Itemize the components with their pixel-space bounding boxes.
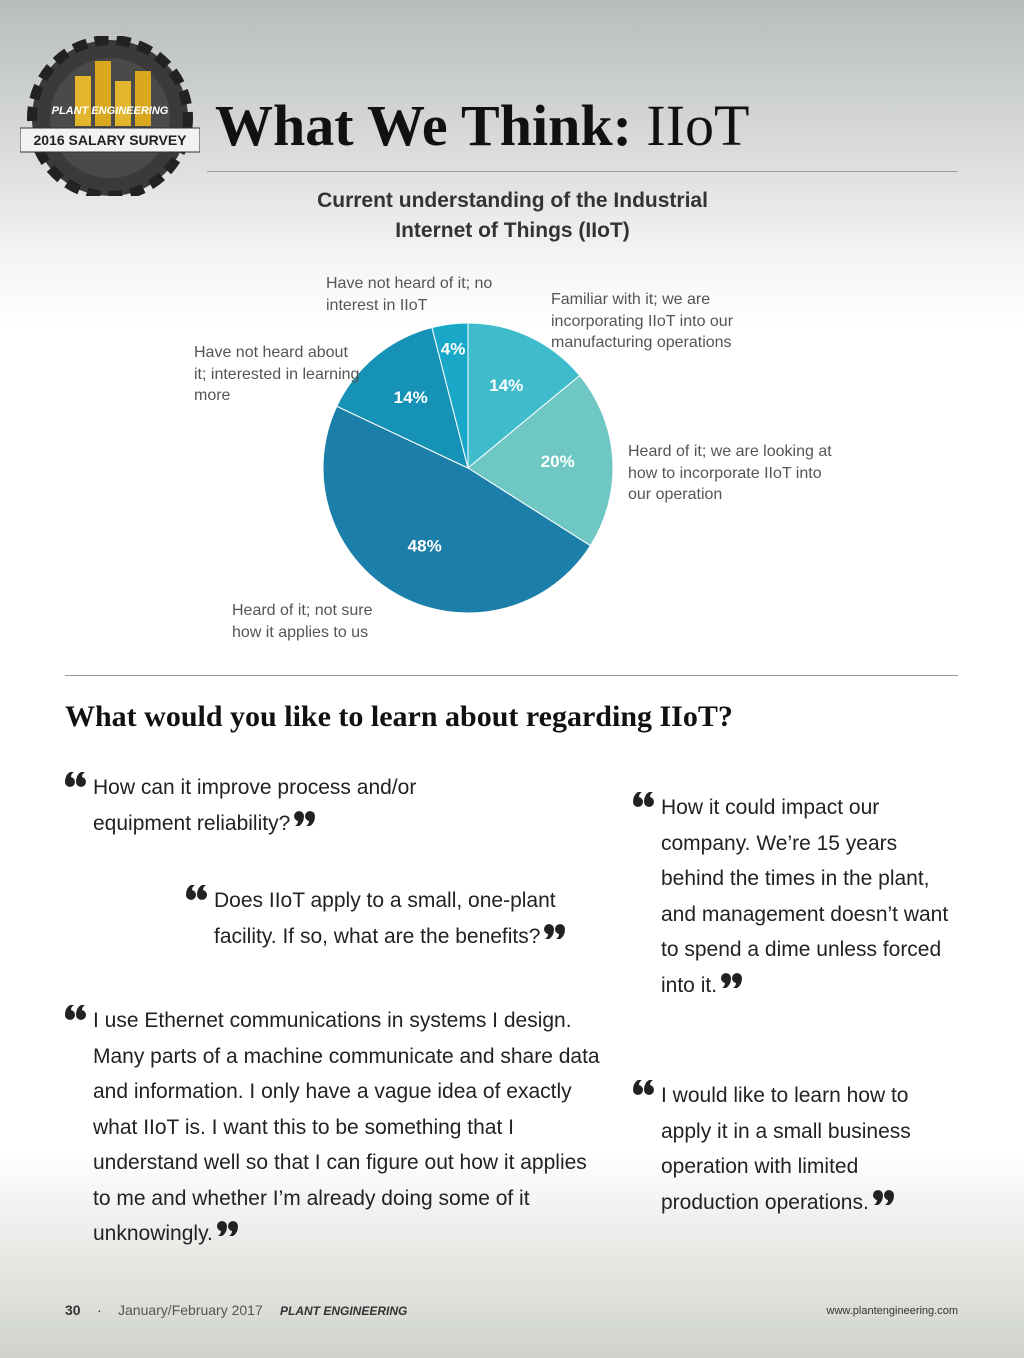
chart-title: Current understanding of the Industrial … bbox=[317, 189, 708, 242]
badge: PLANT ENGINEERING 2016 SALARY SURVEY bbox=[20, 36, 200, 196]
badge-banner: 2016 SALARY SURVEY bbox=[33, 132, 187, 148]
quote-mark bbox=[65, 1005, 86, 1020]
quote: I use Ethernet communications in systems… bbox=[65, 1003, 603, 1252]
footer-separator: · bbox=[97, 1302, 102, 1318]
pie-slice bbox=[467, 374, 614, 547]
pie-slice bbox=[322, 405, 592, 614]
quote-mark bbox=[216, 1221, 238, 1236]
title-regular: IIoT bbox=[646, 93, 750, 158]
quote-mark bbox=[544, 923, 566, 939]
slice-label: Have not heard of it; no interest in IIo… bbox=[326, 275, 493, 314]
badge-top: PLANT ENGINEERING bbox=[52, 105, 169, 117]
value-label: 14% bbox=[394, 388, 428, 407]
footer-url: www.plantengineering.com bbox=[826, 1305, 958, 1317]
quote-text: Does IIoT apply to a small, one-plant fa… bbox=[214, 889, 556, 948]
quote-mark bbox=[65, 772, 86, 787]
quote-text: I would like to learn how to apply it in… bbox=[661, 1084, 911, 1214]
value-label: 48% bbox=[408, 536, 442, 555]
slice-label: Heard of it; we are looking at how to in… bbox=[628, 443, 832, 503]
quote: How can it improve process and/or equipm… bbox=[65, 770, 453, 841]
footer-issue: January/February 2017 bbox=[118, 1302, 263, 1318]
quote-text: How can it improve process and/or equipm… bbox=[93, 776, 417, 835]
quote: How it could impact our company. We’re 1… bbox=[633, 790, 961, 1003]
quote-mark bbox=[186, 885, 207, 900]
value-label: 14% bbox=[489, 376, 523, 395]
quote-mark bbox=[294, 810, 316, 826]
value-label: 4% bbox=[441, 340, 466, 359]
pie-slice bbox=[467, 322, 581, 470]
slice-label: Have not heard about it; interested in l… bbox=[194, 344, 360, 404]
quote-mark bbox=[721, 972, 743, 988]
quote-mark bbox=[633, 792, 654, 807]
footer-magazine: Plant Engineering bbox=[280, 1304, 408, 1318]
pie-chart: 14% 20% 48% 14% 4% bbox=[322, 322, 614, 614]
section-heading: What would you like to learn about regar… bbox=[65, 700, 733, 733]
page-number: 30 bbox=[65, 1302, 81, 1318]
title-bold: What We Think: bbox=[215, 93, 632, 158]
slice-label: Familiar with it; we are incorporating I… bbox=[551, 291, 734, 351]
pie-slice bbox=[431, 322, 469, 469]
quote: I would like to learn how to apply it in… bbox=[633, 1078, 941, 1220]
pie-slice bbox=[336, 326, 469, 469]
quote: Does IIoT apply to a small, one-plant fa… bbox=[186, 883, 599, 954]
slice-label: Heard of it; not sure how it applies to … bbox=[232, 602, 373, 641]
quote-text: How it could impact our company. We’re 1… bbox=[661, 796, 949, 997]
rule bbox=[207, 171, 958, 172]
value-label: 20% bbox=[541, 452, 575, 471]
quote-mark bbox=[872, 1189, 894, 1205]
rule bbox=[65, 675, 958, 676]
quote-mark bbox=[633, 1080, 654, 1095]
page-title: What We Think: IIoT bbox=[215, 92, 749, 159]
quote-text: I use Ethernet communications in systems… bbox=[93, 1009, 600, 1245]
